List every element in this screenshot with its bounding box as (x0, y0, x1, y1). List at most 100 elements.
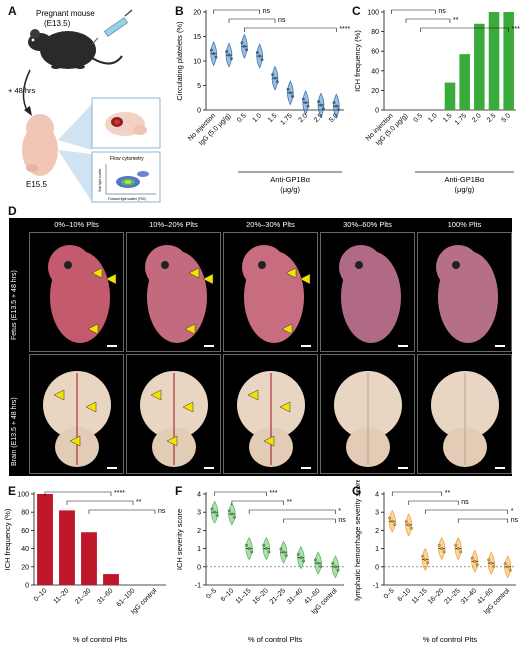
hemorrhage-arrowhead-icon (299, 273, 311, 285)
x-tick-label-3: 16–20 (427, 587, 445, 605)
sig-label-3: ns (338, 517, 346, 524)
flow-xlabel: Forward light scatter (FSC) (108, 197, 146, 201)
y-tick-label: 15 (193, 34, 201, 41)
flow-plot (105, 164, 156, 195)
point-5-1 (473, 559, 477, 563)
panel-g-chart: -1 0 1 2 3 4 lymphatic hemorrhage severity sco… (353, 480, 519, 644)
brain-photo-2 (223, 354, 318, 474)
sig-bracket-2 (424, 509, 509, 514)
hemorrhage-arrowhead-icon (53, 389, 65, 401)
sig-label-1: ns (461, 499, 469, 506)
point-3-1 (264, 547, 268, 551)
y-tick-label: 1 (197, 546, 201, 553)
y-tick-label: 3 (197, 510, 201, 517)
x-tick-label-1: 6–10 (220, 587, 236, 603)
point-5-2 (291, 94, 295, 98)
y-tick-label: 1 (375, 546, 379, 553)
x-tick-label-1: 11–20 (52, 587, 70, 605)
bar-6 (474, 23, 485, 110)
y-tick-label: 4 (375, 492, 379, 499)
sig-label-0: **** (114, 490, 125, 497)
x-tick-label-0: 0–5 (205, 587, 218, 600)
x-tick-label-3: 1.0 (427, 112, 439, 124)
point-6-2 (319, 564, 323, 568)
sig-label-1: ** (453, 17, 459, 24)
x-axis-label: % of control Plts (248, 635, 302, 644)
x-tick-label-4: 21–25 (269, 587, 287, 605)
point-8-1 (334, 104, 338, 108)
scale-bar (398, 467, 408, 469)
point-5-0 (296, 552, 300, 556)
brain-icon (105, 112, 147, 136)
column-header-1: 10%–20% Plts (149, 220, 198, 229)
hemorrhage-arrowhead-icon (87, 323, 99, 335)
point-6-0 (314, 558, 317, 562)
y-tick-label: 40 (371, 68, 379, 75)
point-0-0 (210, 507, 214, 511)
point-2-2 (250, 550, 254, 554)
scale-bar (204, 467, 214, 469)
bar-4 (444, 82, 456, 110)
y-tick-label: 0 (375, 108, 379, 115)
point-4-0 (271, 73, 275, 77)
hemorrhage-arrowhead-icon (285, 267, 297, 279)
brain-photo-1 (126, 354, 221, 474)
point-2-1 (423, 558, 427, 561)
point-7-0 (331, 562, 335, 565)
point-3-1 (440, 547, 444, 551)
scale-bar (495, 345, 505, 347)
hemorrhage-arrowhead-icon (202, 273, 214, 285)
embryo-icon (22, 114, 58, 176)
panel-letter-f: F (175, 484, 183, 498)
brain-photo-0 (29, 354, 124, 474)
fetus-eye (355, 261, 363, 269)
y-tick-label: 20 (21, 564, 29, 571)
column-header-3: 30%–60% Plts (343, 220, 392, 229)
sig-label-1: ns (278, 17, 286, 24)
sig-label-0: *** (269, 490, 277, 497)
point-3-0 (255, 51, 259, 55)
hemorrhage-arrowhead-icon (105, 273, 117, 285)
point-5-0 (286, 87, 290, 91)
point-3-1 (258, 54, 262, 58)
panel-a-schematic: Pregnant mouse (E13.5) + 48 hrs E15.5 Fl… (8, 9, 161, 203)
x-tick-label-5: 31–40 (460, 587, 478, 605)
x-tick-label-4: 21–25 (443, 587, 461, 605)
x-tick-label-4: 1.5 (442, 112, 454, 124)
point-7-1 (319, 103, 323, 107)
x-tick-label-0: 0–5 (383, 587, 396, 600)
point-1-0 (404, 520, 408, 524)
mouse-label: Pregnant mouse (36, 9, 95, 18)
x-tick-label-7: 2.5 (486, 112, 498, 124)
point-1-1 (230, 512, 234, 516)
time-label: + 48 hrs (8, 86, 36, 95)
point-4-1 (273, 76, 277, 80)
y-tick-label: 2 (197, 528, 201, 535)
point-1-1 (227, 53, 231, 57)
x-tick-label-2: 21–30 (74, 587, 92, 605)
point-2-0 (421, 554, 425, 558)
y-tick-label: 60 (21, 528, 29, 535)
point-4-0 (454, 543, 458, 547)
hemorrhage-arrowhead-icon (263, 435, 275, 447)
panel-letter-e: E (8, 484, 17, 498)
scale-bar (301, 467, 311, 469)
x-axis-label: % of control Plts (73, 635, 127, 644)
point-0-0 (209, 48, 213, 52)
scale-bar (301, 345, 311, 347)
point-6-0 (301, 97, 305, 101)
sig-label-2: **** (512, 26, 520, 33)
sig-label-3: ns (511, 517, 519, 524)
sig-bracket-1 (408, 500, 459, 505)
sig-bracket-3 (457, 518, 509, 523)
point-7-2 (336, 568, 340, 572)
bar-3 (103, 574, 119, 585)
panel-letter-c: C (352, 4, 361, 18)
point-2-1 (242, 44, 246, 48)
embryo-label: E15.5 (26, 180, 47, 189)
point-0-1 (390, 519, 394, 523)
column-header-0: 0%–10% Plts (54, 220, 99, 229)
panel-letter-g: G (352, 484, 362, 498)
hemorrhage-arrowhead-icon (91, 267, 103, 279)
sig-bracket-2 (244, 27, 337, 32)
